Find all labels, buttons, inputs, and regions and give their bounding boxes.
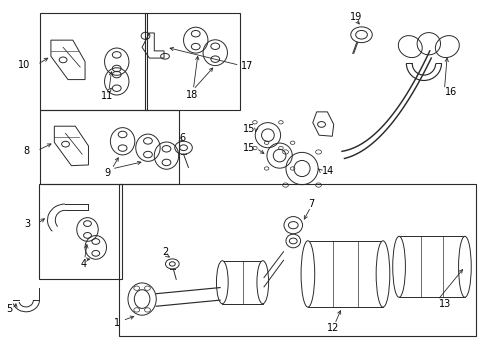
Text: 5: 5 — [7, 304, 13, 314]
Text: 16: 16 — [445, 87, 457, 97]
Text: 19: 19 — [349, 12, 361, 22]
Text: 2: 2 — [162, 247, 168, 257]
Bar — [398, 236, 464, 297]
Text: 10: 10 — [18, 59, 30, 69]
Text: 12: 12 — [326, 323, 339, 333]
Text: 8: 8 — [24, 145, 30, 156]
Ellipse shape — [458, 236, 470, 297]
Text: 11: 11 — [101, 91, 113, 101]
Text: 15: 15 — [243, 124, 255, 134]
Bar — [40, 13, 147, 110]
Bar — [222, 261, 262, 304]
Ellipse shape — [392, 236, 405, 297]
Ellipse shape — [375, 241, 389, 307]
Ellipse shape — [301, 241, 314, 307]
Text: 6: 6 — [179, 133, 185, 143]
Text: 4: 4 — [81, 259, 86, 269]
Bar — [119, 184, 475, 336]
Ellipse shape — [256, 261, 268, 304]
Bar — [144, 13, 239, 110]
Bar — [307, 241, 382, 307]
Text: 9: 9 — [104, 168, 110, 178]
Text: 3: 3 — [25, 219, 31, 229]
Text: 17: 17 — [240, 61, 252, 71]
Text: 18: 18 — [186, 90, 198, 100]
Ellipse shape — [216, 261, 228, 304]
Text: 1: 1 — [114, 319, 120, 328]
Text: 13: 13 — [438, 299, 450, 309]
Text: 15: 15 — [243, 143, 255, 153]
Text: 7: 7 — [308, 199, 314, 210]
Text: 14: 14 — [321, 166, 333, 176]
Bar — [39, 184, 122, 279]
Bar — [40, 110, 178, 184]
